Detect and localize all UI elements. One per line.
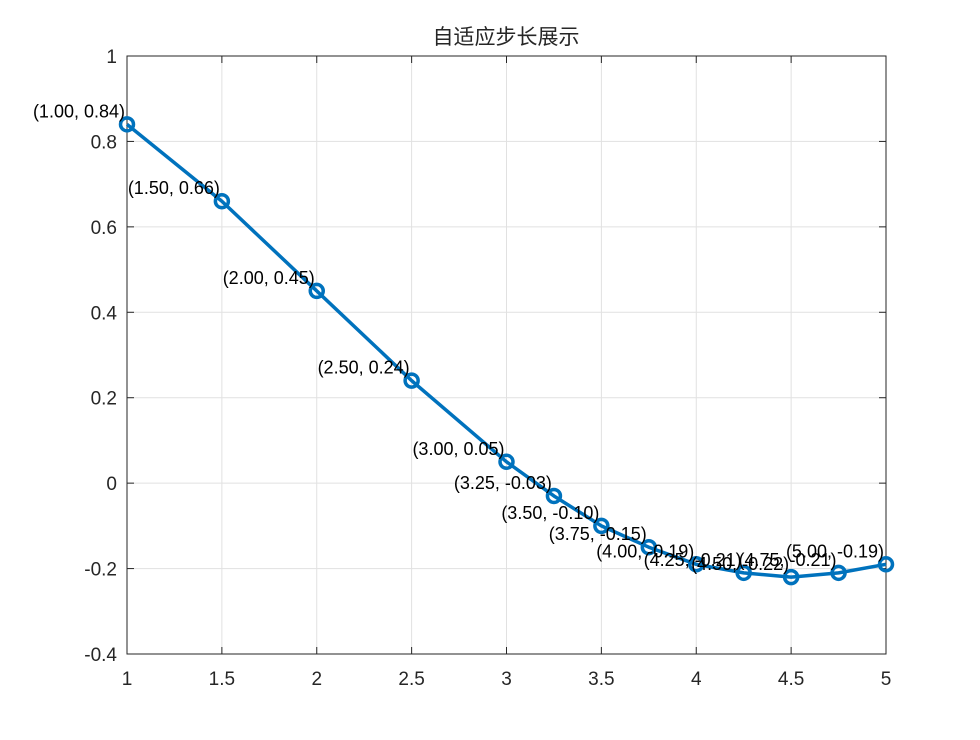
data-point-marker xyxy=(735,564,752,582)
data-label: (1.50, 0.66) xyxy=(128,178,220,198)
data-point-marker xyxy=(308,282,325,300)
data-point-marker xyxy=(403,372,420,389)
data-label: (4.75, -0.21) xyxy=(739,550,837,570)
data-point-marker xyxy=(498,453,515,471)
y-tick-label: 0.4 xyxy=(91,303,118,324)
data-point-marker xyxy=(688,556,705,573)
x-tick-label: 4.5 xyxy=(778,669,804,690)
y-tick-label: 0.6 xyxy=(91,218,117,239)
data-point-marker xyxy=(782,568,800,586)
y-tick-label: 1 xyxy=(106,47,117,68)
chart-title: 自适应步长展示 xyxy=(433,25,580,49)
data-point-marker xyxy=(877,556,895,573)
data-point-marker xyxy=(118,116,136,133)
data-point-marker xyxy=(593,517,610,535)
data-labels: (1.00, 0.84) (1.50, 0.66) (2.00, 0.45) (2.5… xyxy=(33,101,884,574)
data-label: (4.50, -0.22) xyxy=(691,554,789,574)
data-label: (4.25, -0.21) xyxy=(644,550,742,570)
x-tick-label: 1.5 xyxy=(209,669,235,690)
series xyxy=(118,116,895,586)
data-label: (2.00, 0.45) xyxy=(223,268,315,288)
data-point-marker xyxy=(640,538,658,556)
y-tick-label: 0.2 xyxy=(91,389,117,410)
data-label: (3.25, -0.03) xyxy=(454,473,552,493)
y-tick-label: 0 xyxy=(106,474,117,495)
x-tick-label: 5 xyxy=(881,669,892,690)
x-tick-label: 2 xyxy=(311,669,322,690)
data-label: (4.00, -0.19) xyxy=(596,541,694,561)
x-tick-label: 4 xyxy=(691,669,702,690)
x-tick-label: 3.5 xyxy=(588,669,614,690)
series-line xyxy=(125,122,887,579)
data-point-marker xyxy=(545,487,563,505)
data-label: (5.00, -0.19) xyxy=(786,541,884,561)
data-label: (3.00, 0.05) xyxy=(412,439,504,459)
data-point-marker xyxy=(830,564,847,582)
data-label: (3.50, -0.10) xyxy=(501,503,599,523)
y-tick-label: -0.2 xyxy=(84,560,117,581)
ticks: 1 1.5 2 2.5 3 3.5 4 4.5 5 -0.4 -0.2 0 0.2 0.4 0.6 0.8 1 xyxy=(84,47,891,690)
x-tick-label: 1 xyxy=(122,669,133,690)
data-label: (1.00, 0.84) xyxy=(33,101,125,121)
data-label: (2.50, 0.24) xyxy=(318,358,410,378)
data-label: (3.75, -0.15) xyxy=(549,524,647,544)
x-tick-label: 3 xyxy=(501,669,512,690)
y-tick-label: 0.8 xyxy=(91,132,117,153)
data-point-marker xyxy=(213,192,231,210)
y-tick-label: -0.4 xyxy=(84,645,117,666)
x-tick-label: 2.5 xyxy=(398,669,424,690)
